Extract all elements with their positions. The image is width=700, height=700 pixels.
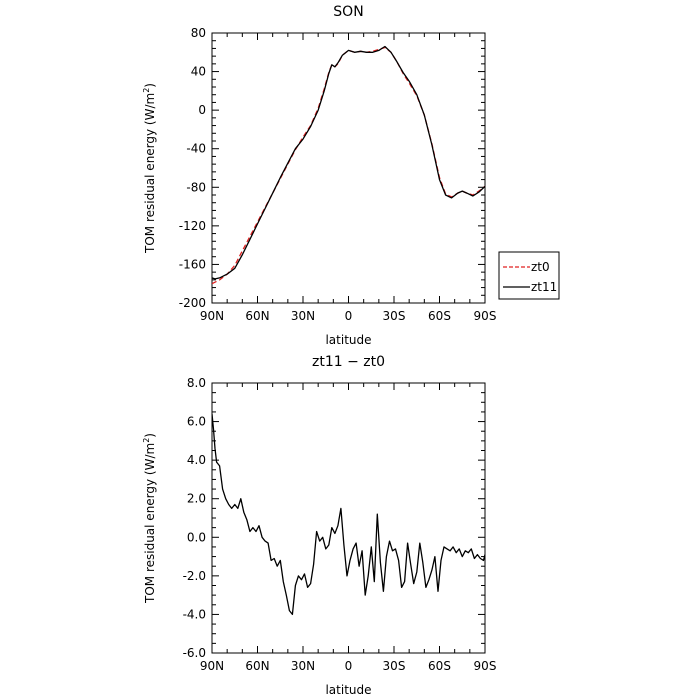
- y-axis-label: TOM residual energy (W/m2): [142, 83, 157, 254]
- x-tick-label: 90N: [200, 309, 224, 323]
- x-tick-label: 60S: [428, 659, 451, 673]
- y-tick-label: -80: [186, 180, 206, 194]
- y-tick-label: -120: [179, 219, 206, 233]
- x-tick-label: 30S: [383, 309, 406, 323]
- x-tick-label: 60S: [428, 309, 451, 323]
- series-line-zt0: [212, 46, 485, 285]
- chart-title: SON: [333, 4, 363, 20]
- x-tick-label: 0: [345, 659, 353, 673]
- y-tick-label: -2.0: [183, 569, 206, 583]
- y-tick-label: 4.0: [187, 453, 206, 467]
- y-tick-label: -200: [179, 296, 206, 310]
- x-axis-label: latitude: [325, 333, 371, 347]
- legend-box: [498, 251, 560, 300]
- y-tick-label: 8.0: [187, 376, 206, 390]
- legend: zt0 zt11: [498, 251, 560, 300]
- y-tick-label: -4.0: [183, 607, 206, 621]
- chart-title: zt11 − zt0: [312, 354, 385, 370]
- x-tick-label: 60N: [245, 309, 269, 323]
- y-axis-label: TOM residual energy (W/m2): [142, 433, 157, 604]
- x-tick-label: 90N: [200, 659, 224, 673]
- x-axis-label: latitude: [325, 683, 371, 697]
- chart-panel-2: zt11 − zt0 90N 60N 30N 0 30S 60S 90S -6.0 -4.0 -2.…: [142, 354, 496, 697]
- y-tick-label: 6.0: [187, 415, 206, 429]
- y-tick-label: -160: [179, 257, 206, 271]
- series-line-series-1: [212, 413, 485, 616]
- y-tick-label: -40: [186, 142, 206, 156]
- legend-label: zt0: [531, 260, 550, 274]
- series-line-zt11: [212, 45, 485, 280]
- y-tick-label: 80: [191, 26, 206, 40]
- y-tick-label: 40: [191, 65, 206, 79]
- plot-frame: [211, 382, 486, 654]
- x-tick-label: 30S: [383, 659, 406, 673]
- y-tick-label: 0.0: [187, 530, 206, 544]
- x-tick-label: 90S: [474, 309, 497, 323]
- chart-panel-1: SON 90N 60N 30N 0 30S 60S 90S -200 -160 -120 -80 -40…: [142, 4, 560, 347]
- x-tick-label: 0: [345, 309, 353, 323]
- y-tick-label: -6.0: [183, 646, 206, 660]
- x-tick-label: 90S: [474, 659, 497, 673]
- y-tick-label: 0: [198, 103, 206, 117]
- legend-label: zt11: [531, 280, 557, 294]
- x-tick-label: 30N: [291, 309, 315, 323]
- x-tick-label: 60N: [245, 659, 269, 673]
- y-tick-label: 2.0: [187, 492, 206, 506]
- x-tick-label: 30N: [291, 659, 315, 673]
- plot-frame: [211, 32, 486, 304]
